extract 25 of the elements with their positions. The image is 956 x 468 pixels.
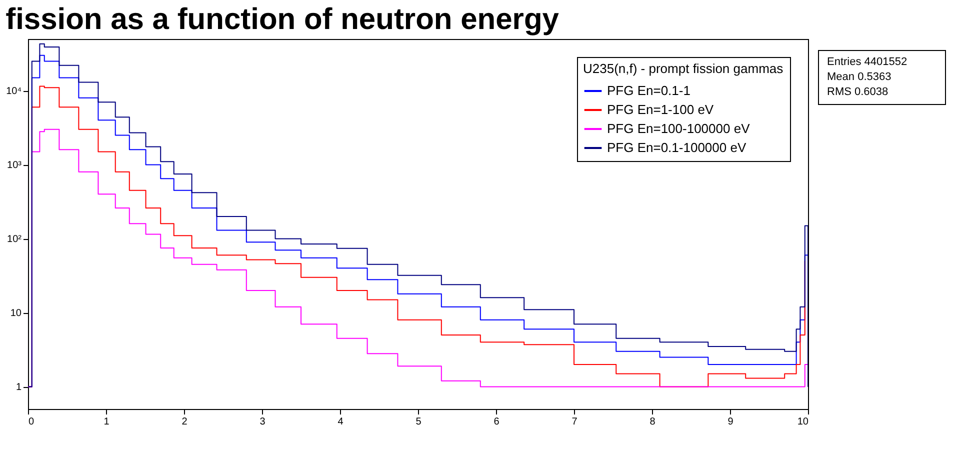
legend-label: PFG En=0.1-1: [607, 83, 690, 98]
x-tick-label: 5: [416, 416, 422, 428]
y-tick-label: 1: [16, 382, 22, 394]
x-tick-label: 2: [182, 416, 188, 428]
x-tick-label: 4: [338, 416, 344, 428]
text: Entries 4401552: [827, 55, 908, 70]
x-tick-label: 6: [494, 416, 500, 428]
y-tick-label: 10²: [7, 234, 22, 246]
legend-title: U235(n,f) - prompt fission gammas: [583, 61, 784, 76]
text: RMS 0.6038: [827, 85, 890, 100]
x-tick-label: 10: [797, 416, 809, 428]
legend-label: PFG En=100-100000 eV: [607, 121, 750, 136]
legend-label: PFG En=0.1-100000 eV: [607, 140, 746, 155]
y-tick-label: 10³: [7, 160, 22, 172]
x-tick-label: 9: [728, 416, 734, 428]
x-tick-label: 7: [572, 416, 578, 428]
x-tick-label: 1: [104, 416, 110, 428]
y-tick-label: 10: [10, 308, 22, 320]
x-tick-label: 0: [28, 416, 34, 428]
y-tick-label: 10⁴: [6, 86, 22, 98]
text: Mean 0.5363: [827, 70, 892, 85]
chart-title: fission as a function of neutron energy: [6, 3, 560, 36]
x-tick-label: 8: [650, 416, 656, 428]
x-tick-label: 3: [260, 416, 266, 428]
legend-label: PFG En=1-100 eV: [607, 102, 714, 117]
